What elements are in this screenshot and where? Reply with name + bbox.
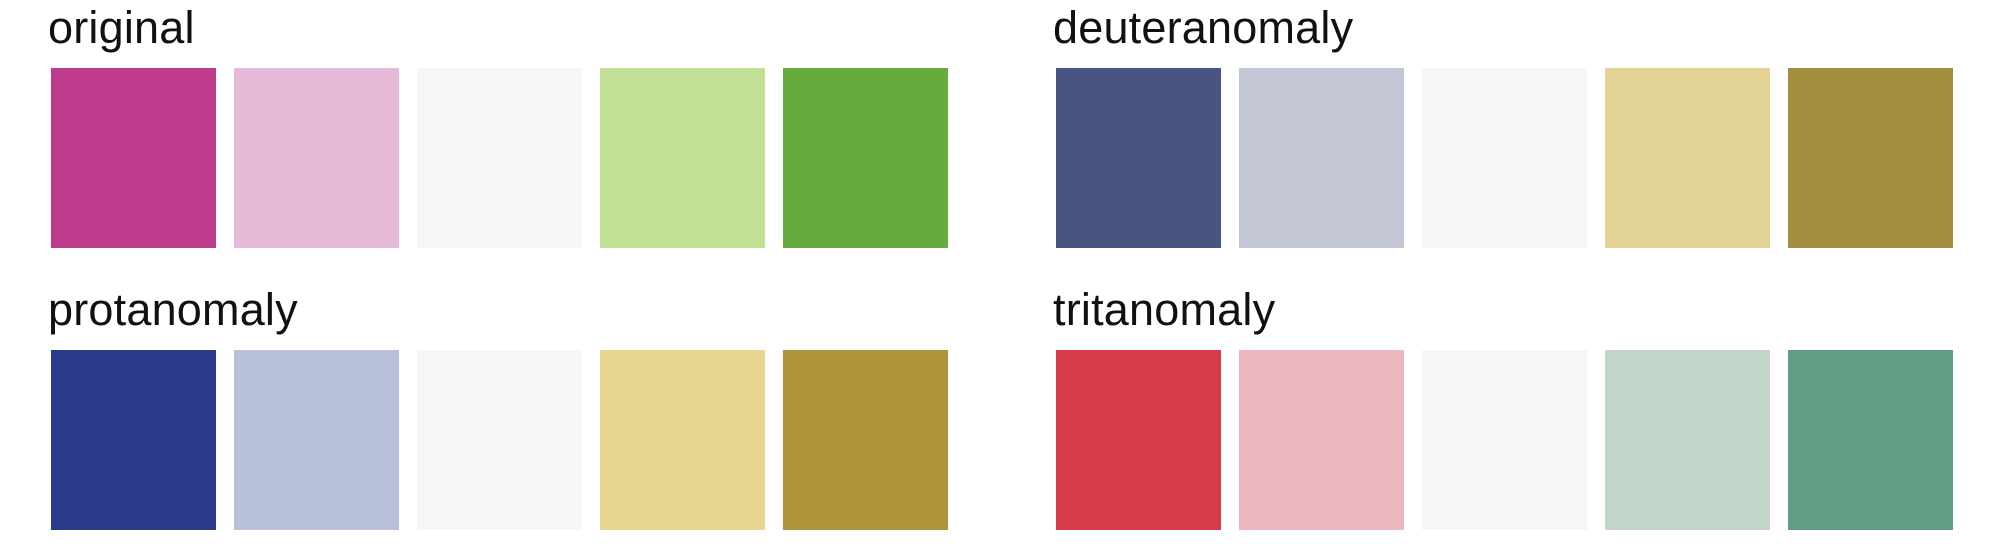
color-swatch [600,350,765,530]
color-swatch [51,350,216,530]
swatch-row-protanomaly [51,350,951,530]
color-swatch [1239,68,1404,248]
color-swatch [234,350,399,530]
color-swatch [783,350,948,530]
panel-title-deuteranomaly: deuteranomaly [1053,2,1354,53]
panel-title-tritanomaly: tritanomaly [1053,284,1276,335]
color-swatch [1422,68,1587,248]
panel-title-protanomaly: protanomaly [48,284,298,335]
color-swatch [600,68,765,248]
color-swatch [1056,350,1221,530]
color-swatch [1788,350,1953,530]
color-swatch [1056,68,1221,248]
swatch-row-tritanomaly [1056,350,1956,530]
color-swatch [1788,68,1953,248]
color-swatch [417,68,582,248]
color-swatch [783,68,948,248]
color-swatch [234,68,399,248]
color-swatch [1605,68,1770,248]
color-swatch [1605,350,1770,530]
swatch-row-original [51,68,951,248]
color-swatch [1422,350,1587,530]
swatch-row-deuteranomaly [1056,68,1956,248]
color-swatch [51,68,216,248]
color-swatch [417,350,582,530]
panel-title-original: original [48,2,195,53]
color-swatch [1239,350,1404,530]
